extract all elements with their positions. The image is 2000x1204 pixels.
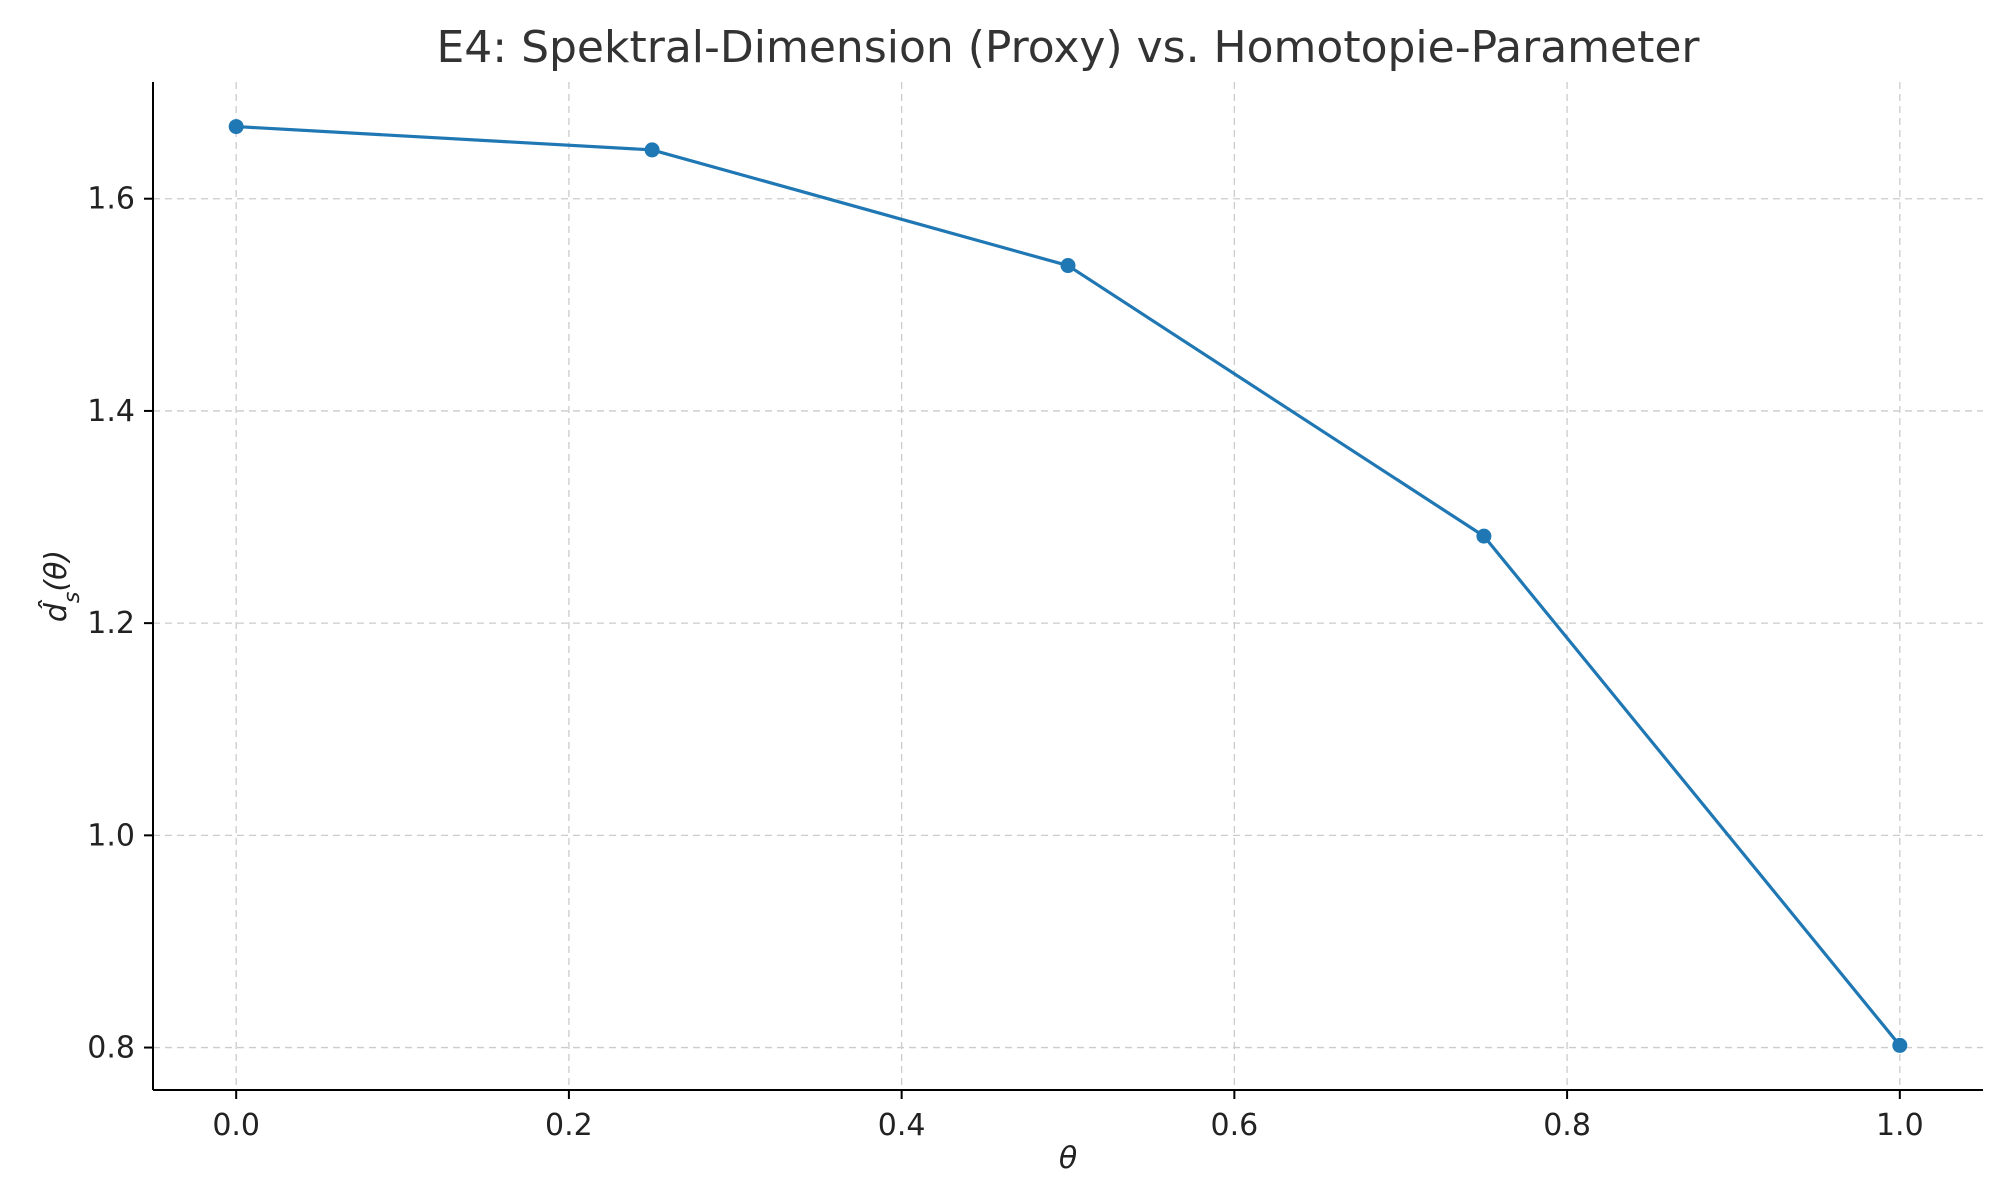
data-point — [1476, 528, 1492, 544]
data-point — [644, 142, 660, 158]
series-layer — [228, 119, 1908, 1053]
y-axis-label-argument: (θ) — [39, 550, 74, 592]
grid-layer — [153, 82, 1983, 1090]
y-axis-label-subscript: s — [60, 592, 85, 603]
y-tick-label: 0.8 — [87, 1031, 135, 1066]
data-point — [1892, 1037, 1908, 1053]
x-axis-label: θ — [1059, 1141, 1077, 1176]
y-axis-label-base: d̂ — [38, 599, 74, 622]
y-tick-label: 1.4 — [87, 394, 135, 429]
x-tick-label: 0.4 — [878, 1108, 926, 1143]
x-tick-label: 0.0 — [212, 1108, 260, 1143]
y-axis-label: d̂s(θ) — [38, 550, 85, 622]
y-tick-label: 1.6 — [87, 182, 135, 217]
chart-title: E4: Spektral-Dimension (Proxy) vs. Homot… — [436, 22, 1700, 73]
axes-layer: 0.0 0.2 0.4 0.6 0.8 1.0 0.8 1.0 1.2 1.4 1.6 — [87, 82, 1983, 1143]
label-layer: E4: Spektral-Dimension (Proxy) vs. Homot… — [38, 22, 1701, 1176]
x-tick-label: 1.0 — [1876, 1108, 1924, 1143]
data-point — [228, 119, 244, 135]
y-tick-label: 1.0 — [87, 818, 135, 853]
x-tick-label: 0.6 — [1211, 1108, 1259, 1143]
x-tick-label: 0.8 — [1543, 1108, 1591, 1143]
x-tick-label: 0.2 — [545, 1108, 593, 1143]
data-point — [1060, 258, 1076, 274]
y-tick-label: 1.2 — [87, 606, 135, 641]
